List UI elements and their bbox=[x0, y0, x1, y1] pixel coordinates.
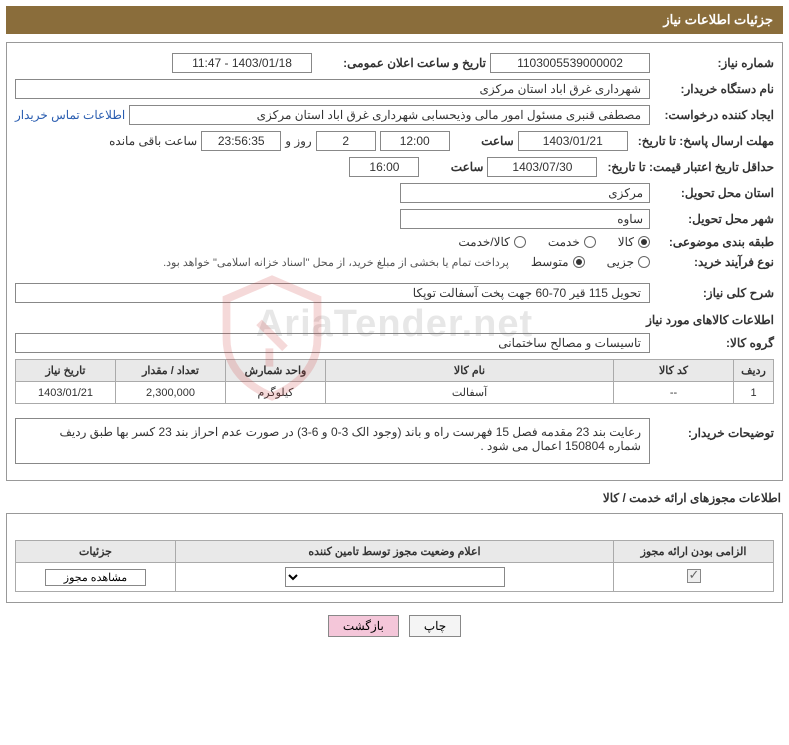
permit-mandatory-checkbox[interactable] bbox=[687, 569, 701, 583]
requester-value: مصطفی قنبری مسئول امور مالی وذیحسابی شهر… bbox=[129, 105, 650, 125]
city-value: ساوه bbox=[400, 209, 650, 229]
row-buyer-org: نام دستگاه خریدار: شهرداری غرق اباد استا… bbox=[15, 79, 774, 99]
province-value: مرکزی bbox=[400, 183, 650, 203]
radio-medium-dot bbox=[573, 256, 585, 268]
permit-mandatory-cell bbox=[614, 563, 774, 592]
overall-text: تحویل 115 قیر 70-60 جهت پخت آسفالت توپکا bbox=[15, 283, 650, 303]
radio-small-label: جزیی bbox=[607, 255, 634, 269]
cell-name: آسفالت bbox=[326, 382, 614, 404]
requester-label: ایجاد کننده درخواست: bbox=[654, 108, 774, 122]
group-label: گروه کالا: bbox=[654, 336, 774, 350]
radio-service-dot bbox=[584, 236, 596, 248]
goods-subheader: اطلاعات کالاهای مورد نیاز bbox=[15, 313, 774, 327]
cell-idx: 1 bbox=[734, 382, 774, 404]
validity-time-label: ساعت bbox=[423, 160, 483, 174]
permits-section: الزامی بودن ارائه مجوز اعلام وضعیت مجوز … bbox=[6, 513, 783, 603]
need-info-section: AriaTender.net شماره نیاز: 1103005539000… bbox=[6, 42, 783, 481]
goods-table-head-row: ردیف کد کالا نام کالا واحد شمارش تعداد /… bbox=[16, 360, 774, 382]
permits-section-title: اطلاعات مجوزهای ارائه خدمت / کالا bbox=[6, 491, 781, 505]
validity-date: 1403/07/30 bbox=[487, 157, 597, 177]
radio-goods-dot bbox=[638, 236, 650, 248]
permits-table: الزامی بودن ارائه مجوز اعلام وضعیت مجوز … bbox=[15, 540, 774, 592]
row-overall: شرح کلی نیاز: تحویل 115 قیر 70-60 جهت پخ… bbox=[15, 283, 774, 303]
footer-buttons: چاپ بازگشت bbox=[6, 615, 783, 637]
validity-label: حداقل تاریخ اعتبار قیمت: تا تاریخ: bbox=[601, 160, 774, 174]
group-value: تاسیسات و مصالح ساختمانی bbox=[15, 333, 650, 353]
announce-value: 1403/01/18 - 11:47 bbox=[172, 53, 312, 73]
radio-goods[interactable]: کالا bbox=[618, 235, 650, 249]
deadline-time-label: ساعت bbox=[454, 134, 514, 148]
city-label: شهر محل تحویل: bbox=[654, 212, 774, 226]
buyer-contact-link[interactable]: اطلاعات تماس خریدار bbox=[15, 108, 125, 122]
radio-medium-label: متوسط bbox=[531, 255, 569, 269]
print-button[interactable]: چاپ bbox=[409, 615, 461, 637]
permit-col-status: اعلام وضعیت مجوز توسط تامین کننده bbox=[176, 541, 614, 563]
row-group: گروه کالا: تاسیسات و مصالح ساختمانی bbox=[15, 333, 774, 353]
back-button[interactable]: بازگشت bbox=[328, 615, 399, 637]
need-no-value: 1103005539000002 bbox=[490, 53, 650, 73]
cell-qty: 2,300,000 bbox=[116, 382, 226, 404]
need-no-label: شماره نیاز: bbox=[654, 56, 774, 70]
view-permit-button[interactable]: مشاهده مجوز bbox=[45, 569, 146, 586]
topic-label: طبقه بندی موضوعی: bbox=[654, 235, 774, 249]
row-topic: طبقه بندی موضوعی: کالا خدمت کالا/خدمت bbox=[15, 235, 774, 249]
cell-code: -- bbox=[614, 382, 734, 404]
buyer-notes-text: رعایت بند 23 مقدمه فصل 15 فهرست راه و با… bbox=[15, 418, 650, 464]
radio-goodsservice-label: کالا/خدمت bbox=[458, 235, 509, 249]
deadline-label: مهلت ارسال پاسخ: تا تاریخ: bbox=[632, 134, 774, 148]
page-header: جزئیات اطلاعات نیاز bbox=[6, 6, 783, 34]
goods-table: ردیف کد کالا نام کالا واحد شمارش تعداد /… bbox=[15, 359, 774, 404]
col-qty: تعداد / مقدار bbox=[116, 360, 226, 382]
row-requester: ایجاد کننده درخواست: مصطفی قنبری مسئول ا… bbox=[15, 105, 774, 125]
col-idx: ردیف bbox=[734, 360, 774, 382]
permit-col-mandatory: الزامی بودن ارائه مجوز bbox=[614, 541, 774, 563]
cell-unit: کیلوگرم bbox=[226, 382, 326, 404]
deadline-time: 12:00 bbox=[380, 131, 450, 151]
province-label: استان محل تحویل: bbox=[654, 186, 774, 200]
radio-service-label: خدمت bbox=[548, 235, 580, 249]
hms-remaining: 23:56:35 bbox=[201, 131, 281, 151]
table-row: 1 -- آسفالت کیلوگرم 2,300,000 1403/01/21 bbox=[16, 382, 774, 404]
permits-head-row: الزامی بودن ارائه مجوز اعلام وضعیت مجوز … bbox=[16, 541, 774, 563]
radio-goodsservice[interactable]: کالا/خدمت bbox=[458, 235, 525, 249]
permit-status-cell bbox=[176, 563, 614, 592]
row-deadline: مهلت ارسال پاسخ: تا تاریخ: 1403/01/21 سا… bbox=[15, 131, 774, 151]
permit-col-details: جزئیات bbox=[16, 541, 176, 563]
announce-label: تاریخ و ساعت اعلان عمومی: bbox=[316, 56, 486, 70]
permit-row: مشاهده مجوز bbox=[16, 563, 774, 592]
row-proc: نوع فرآیند خرید: جزیی متوسط پرداخت تمام … bbox=[15, 255, 774, 269]
cell-date: 1403/01/21 bbox=[16, 382, 116, 404]
row-buyer-notes: توضیحات خریدار: رعایت بند 23 مقدمه فصل 1… bbox=[15, 412, 774, 464]
proc-label: نوع فرآیند خرید: bbox=[654, 255, 774, 269]
radio-goods-label: کالا bbox=[618, 235, 634, 249]
col-code: کد کالا bbox=[614, 360, 734, 382]
page-title: جزئیات اطلاعات نیاز bbox=[663, 12, 773, 27]
overall-label: شرح کلی نیاز: bbox=[654, 286, 774, 300]
buyer-org-value: شهرداری غرق اباد استان مرکزی bbox=[15, 79, 650, 99]
radio-small[interactable]: جزیی bbox=[607, 255, 650, 269]
col-date: تاریخ نیاز bbox=[16, 360, 116, 382]
col-unit: واحد شمارش bbox=[226, 360, 326, 382]
col-name: نام کالا bbox=[326, 360, 614, 382]
radio-medium[interactable]: متوسط bbox=[531, 255, 585, 269]
row-province: استان محل تحویل: مرکزی bbox=[15, 183, 774, 203]
validity-time: 16:00 bbox=[349, 157, 419, 177]
row-need-no: شماره نیاز: 1103005539000002 تاریخ و ساع… bbox=[15, 53, 774, 73]
days-remaining: 2 bbox=[316, 131, 376, 151]
permit-status-select[interactable] bbox=[285, 567, 505, 587]
hms-word: ساعت باقی مانده bbox=[109, 134, 197, 148]
permit-details-cell: مشاهده مجوز bbox=[16, 563, 176, 592]
radio-small-dot bbox=[638, 256, 650, 268]
days-word: روز و bbox=[285, 134, 312, 148]
radio-service[interactable]: خدمت bbox=[548, 235, 596, 249]
row-validity: حداقل تاریخ اعتبار قیمت: تا تاریخ: 1403/… bbox=[15, 157, 774, 177]
proc-note: پرداخت تمام یا بخشی از مبلغ خرید، از محل… bbox=[163, 256, 509, 269]
deadline-date: 1403/01/21 bbox=[518, 131, 628, 151]
radio-goodsservice-dot bbox=[514, 236, 526, 248]
buyer-org-label: نام دستگاه خریدار: bbox=[654, 82, 774, 96]
row-city: شهر محل تحویل: ساوه bbox=[15, 209, 774, 229]
buyer-notes-label: توضیحات خریدار: bbox=[654, 426, 774, 440]
